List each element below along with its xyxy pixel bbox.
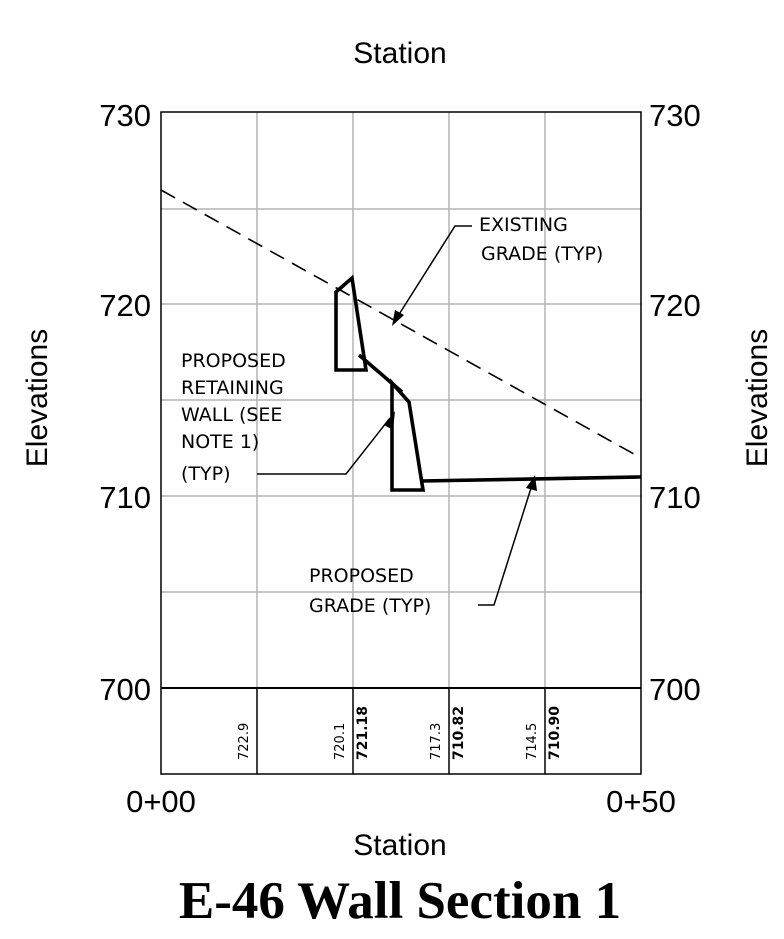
frame bbox=[160, 111, 642, 775]
retaining-wall-label: WALL (SEE bbox=[181, 404, 282, 426]
existing-grade-label: GRADE (TYP) bbox=[481, 243, 603, 265]
elevation-tick-right: 720 bbox=[649, 288, 701, 323]
existing-elevation-value: 720.1 bbox=[333, 723, 348, 760]
plot-border bbox=[160, 111, 642, 775]
elevation-tick-right: 730 bbox=[649, 98, 701, 133]
proposed-grade-leader bbox=[478, 484, 533, 606]
existing-grade-label: EXISTING bbox=[479, 214, 568, 236]
retaining-wall-label: PROPOSED bbox=[181, 350, 286, 372]
proposed-elevation-value: 710.82 bbox=[451, 706, 467, 760]
existing-elevation-value: 714.5 bbox=[525, 723, 540, 760]
leaders bbox=[257, 225, 533, 606]
proposed-elevation-value: 710.90 bbox=[547, 706, 563, 760]
elevation-tick-right: 710 bbox=[649, 480, 701, 515]
upper-retaining-wall bbox=[334, 274, 369, 372]
retaining-wall-label: NOTE 1) bbox=[181, 431, 259, 453]
elevation-tick-left: 720 bbox=[99, 288, 151, 323]
existing-grade-leader bbox=[397, 225, 472, 317]
existing-grade-line bbox=[160, 189, 642, 459]
left-axis-title: Elevations bbox=[21, 329, 54, 467]
elevation-tick-right: 700 bbox=[649, 672, 701, 707]
proposed-elevation-value: 721.18 bbox=[355, 706, 371, 760]
elevation-tick-left: 710 bbox=[99, 480, 151, 515]
station-tick-end: 0+50 bbox=[606, 784, 676, 819]
proposed-grade-label: GRADE (TYP) bbox=[309, 595, 431, 617]
arrowheads bbox=[384, 310, 537, 491]
arrowhead bbox=[526, 475, 537, 491]
elevation-table: 722.9 720.1 721.18 717.3 710.82 714.5 71… bbox=[237, 706, 563, 760]
proposed-grade bbox=[357, 353, 642, 483]
drawing-title: E-46 Wall Section 1 bbox=[179, 872, 621, 930]
existing-elevation-value: 722.9 bbox=[237, 723, 252, 760]
elevation-tick-left: 700 bbox=[99, 672, 151, 707]
bottom-axis-title: Station bbox=[353, 829, 446, 862]
right-axis-title: Elevations bbox=[741, 329, 774, 467]
station-tick-start: 0+00 bbox=[126, 784, 196, 819]
grid bbox=[161, 112, 641, 688]
arrowhead bbox=[392, 310, 404, 326]
retaining-wall-leader bbox=[257, 417, 391, 475]
proposed-grade-line bbox=[420, 475, 642, 483]
proposed-grade-label: PROPOSED bbox=[309, 565, 414, 587]
walls bbox=[334, 274, 426, 492]
retaining-wall-label: (TYP) bbox=[181, 463, 231, 485]
retaining-wall-label: RETAINING bbox=[181, 377, 284, 399]
proposed-grade-slope bbox=[357, 353, 404, 394]
existing-elevation-value: 717.3 bbox=[429, 723, 444, 760]
arrowhead bbox=[384, 411, 395, 430]
lower-retaining-wall bbox=[390, 378, 426, 492]
top-axis-title: Station bbox=[353, 37, 446, 70]
elevation-tick-left: 730 bbox=[99, 98, 151, 133]
